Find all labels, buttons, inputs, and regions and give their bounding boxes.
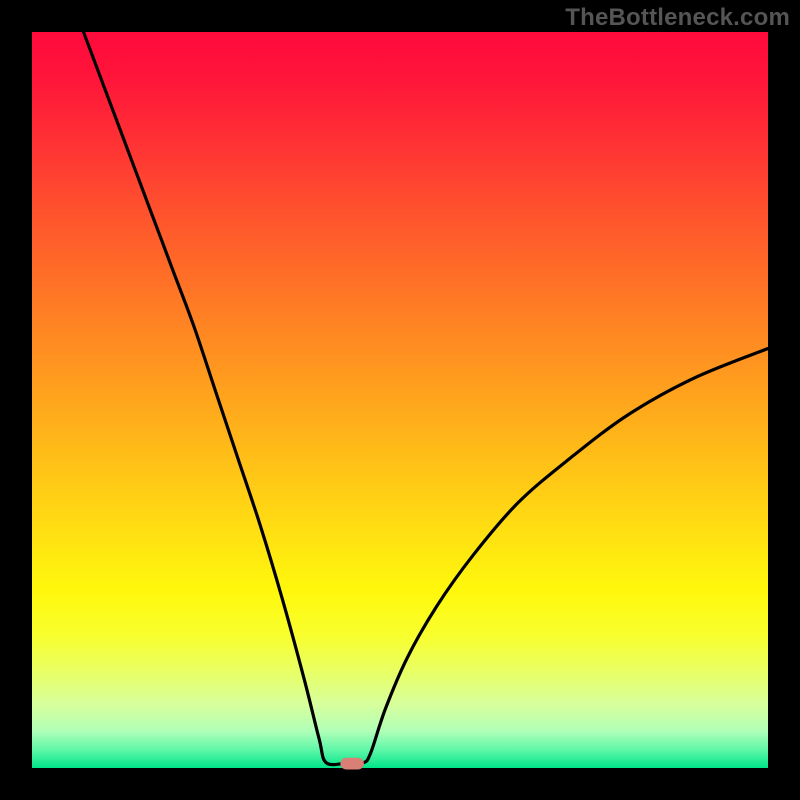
figure-root: TheBottleneck.com [0,0,800,800]
chart-svg [0,0,800,800]
watermark-text: TheBottleneck.com [565,4,790,32]
plot-gradient-background [32,32,768,768]
valley-marker [340,758,364,770]
